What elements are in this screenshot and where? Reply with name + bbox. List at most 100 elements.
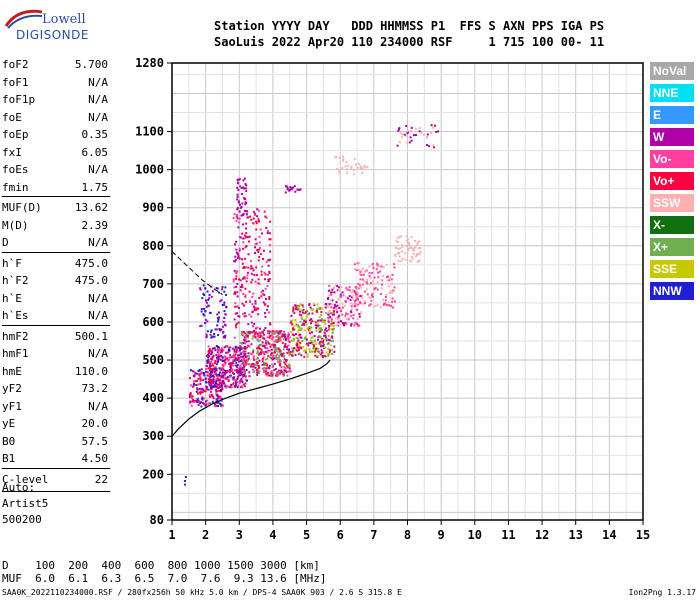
echo-point <box>191 385 194 388</box>
echo-point <box>345 161 348 164</box>
echo-point <box>244 257 247 260</box>
echo-point <box>213 404 216 407</box>
echo-point <box>265 261 268 264</box>
echo-point <box>197 383 200 386</box>
echo-point <box>371 293 374 296</box>
echo-point <box>399 235 402 238</box>
echo-point <box>287 370 290 373</box>
echo-point <box>337 317 340 320</box>
echo-point <box>199 382 202 385</box>
echo-point <box>374 305 377 308</box>
echo-point <box>321 317 324 320</box>
echo-point <box>239 359 242 362</box>
echo-point <box>270 352 273 355</box>
echo-point <box>203 314 206 317</box>
echo-point <box>246 216 249 219</box>
echo-point <box>241 284 244 287</box>
echo-point <box>330 328 333 331</box>
echo-point <box>211 395 214 398</box>
echo-point <box>226 345 229 348</box>
echo-point <box>322 341 325 344</box>
echo-point <box>341 155 344 158</box>
echo-point <box>189 369 192 372</box>
y-tick-label: 700 <box>142 277 164 291</box>
echo-point <box>268 278 271 281</box>
echo-point <box>215 363 218 366</box>
echo-point <box>391 291 394 294</box>
echo-point <box>327 319 330 322</box>
echo-point <box>300 327 303 330</box>
echo-point <box>261 292 264 295</box>
echo-point <box>218 395 221 398</box>
echo-point <box>245 355 248 358</box>
echo-point <box>327 354 330 357</box>
echo-point <box>197 377 200 380</box>
echo-point <box>361 167 364 170</box>
echo-point <box>405 235 408 238</box>
echo-point <box>220 354 223 357</box>
echo-point <box>260 348 263 351</box>
echo-point <box>244 198 247 201</box>
echo-point <box>391 306 394 309</box>
echo-point <box>216 324 219 327</box>
echo-point <box>256 371 259 374</box>
echo-point <box>317 324 320 327</box>
x-tick-label: 12 <box>535 528 549 542</box>
echo-point <box>313 347 316 350</box>
echo-point <box>209 330 212 333</box>
echo-point <box>209 369 212 372</box>
echo-point <box>217 355 220 358</box>
echo-point <box>221 375 224 378</box>
echo-point <box>365 288 368 291</box>
echo-point <box>217 353 220 356</box>
echo-point <box>287 332 290 335</box>
echo-point <box>386 276 389 279</box>
echo-point <box>325 330 328 333</box>
echo-point <box>300 347 303 350</box>
echo-point <box>207 305 210 308</box>
echo-point <box>344 322 347 325</box>
echo-point <box>254 280 257 283</box>
echo-point <box>302 308 305 311</box>
echo-point <box>268 336 271 339</box>
echo-point <box>243 266 246 269</box>
echo-point <box>220 368 223 371</box>
echo-point <box>354 288 357 291</box>
echo-point <box>193 383 196 386</box>
param-name: hmF1 <box>2 347 29 360</box>
echo-point <box>242 358 245 361</box>
echo-point <box>251 337 254 340</box>
echo-point <box>211 385 214 388</box>
param-value: N/A <box>88 93 108 106</box>
echo-point <box>229 362 232 365</box>
echo-point <box>262 301 265 304</box>
echo-point <box>324 355 327 358</box>
echo-point <box>369 282 372 285</box>
echo-point <box>326 305 329 308</box>
echo-point <box>233 350 236 353</box>
echo-point <box>245 213 248 216</box>
echo-point <box>298 188 301 191</box>
echo-point <box>426 133 429 136</box>
echo-point <box>286 374 289 377</box>
echo-point <box>251 331 254 334</box>
echo-point <box>276 331 279 334</box>
echo-point <box>324 303 327 306</box>
param-row: hmF2 500.1 <box>2 330 108 347</box>
echo-point <box>398 255 401 258</box>
echo-point <box>224 323 227 326</box>
echo-point <box>217 334 220 337</box>
echo-point <box>217 397 220 400</box>
echo-point <box>210 364 213 367</box>
echo-point <box>237 182 240 185</box>
echo-point <box>237 201 240 204</box>
echo-point <box>263 353 266 356</box>
echo-point <box>268 356 271 359</box>
echo-point <box>264 278 267 281</box>
echo-point <box>245 358 248 361</box>
echo-point <box>234 324 237 327</box>
echo-point <box>213 335 216 338</box>
echo-point <box>398 141 401 144</box>
echo-point <box>299 333 302 336</box>
echo-point <box>290 186 293 189</box>
